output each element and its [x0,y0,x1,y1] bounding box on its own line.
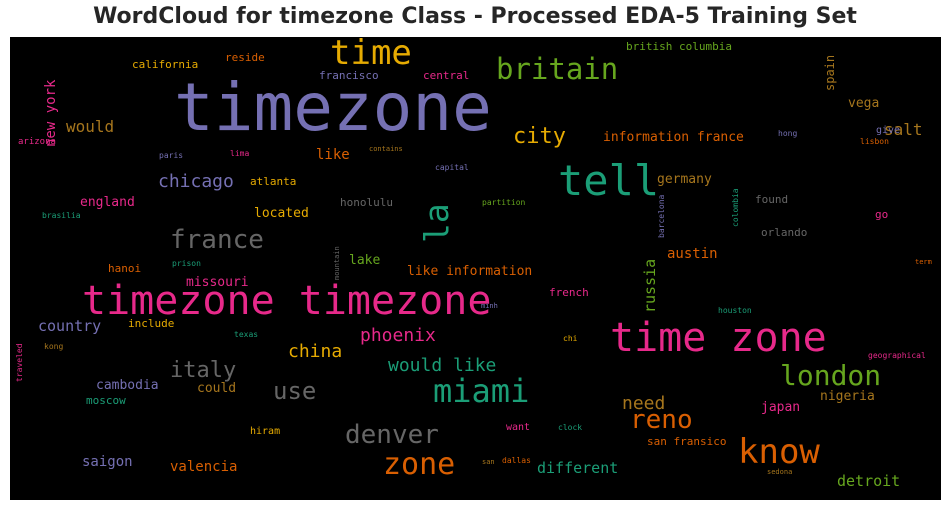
word-colombia: colombia [731,188,740,227]
word-clock: clock [558,423,583,432]
word-found: found [755,193,789,206]
word-use: use [273,377,317,405]
word-hiram: hiram [250,426,281,437]
word-term: term [915,258,932,266]
word-sedona: sedona [767,468,793,476]
word-timezone-timezone: timezone timezone [82,278,492,324]
word-cambodia: cambodia [96,378,159,393]
word-nigeria: nigeria [820,389,875,404]
word-zone: zone [383,447,456,482]
word-la: la [417,203,456,243]
word-houston: houston [718,306,752,315]
word-geographical: geographical [868,351,926,360]
word-san: san [482,458,495,466]
word-include: include [128,317,175,330]
word-hanoi: hanoi [108,262,142,275]
word-city: city [513,124,566,149]
word-central: central [423,69,470,82]
word-saigon: saigon [82,454,133,470]
word-partition: partition [482,198,526,207]
word-barcelona: barcelona [657,194,666,238]
word-want: want [506,422,531,433]
word-kong: kong [44,342,64,351]
word-could: could [197,381,237,396]
word-miami: miami [433,372,530,410]
word-england: england [80,195,135,210]
word-phoenix: phoenix [360,325,436,346]
word-texas: texas [234,330,259,339]
word-missouri: missouri [186,275,249,290]
word-mountain: mountain [333,246,341,280]
word-london: london [780,359,882,392]
wordcloud-canvas: timezone timezone timezone time zone tel… [10,37,941,500]
word-time-zone: time zone [610,315,827,361]
word-moscow: moscow [86,394,126,407]
word-give: give [876,125,901,136]
word-like: like [316,147,350,163]
word-russia: russia [641,258,659,313]
word-britain: britain [496,52,619,86]
word-france: france [170,225,264,255]
word-francisco: francisco [319,69,379,82]
word-detroit: detroit [837,472,901,490]
word-reside: reside [225,51,265,64]
word-like-information: like information [407,264,533,279]
word-dallas: dallas [502,456,531,465]
word-honolulu: honolulu [340,196,393,209]
word-prison: prison [172,259,201,268]
word-need: need [622,393,666,414]
word-denver: denver [345,420,439,450]
word-austin: austin [667,246,718,262]
word-brasilia: brasilia [42,211,81,220]
chart-title: WordCloud for timezone Class - Processed… [93,4,857,29]
word-paris: paris [159,151,184,160]
word-time: time [330,37,412,73]
word-british-columbia: british columbia [626,40,732,53]
word-china: china [288,341,343,362]
word-reno: reno [630,405,693,435]
word-spain: spain [823,54,837,91]
word-different: different [537,459,619,477]
word-lake: lake [349,253,381,268]
word-capital: capital [435,163,469,172]
word-salt: salt [884,120,923,139]
word-chicago: chicago [158,171,234,192]
word-go: go [875,208,889,221]
word-italy: italy [170,358,237,383]
word-know: know [738,432,820,472]
word-located: located [254,206,309,221]
word-hong: hong [778,129,798,138]
word-timezone: timezone [174,69,492,146]
word-san-fransico: san fransico [647,435,727,448]
word-would-like: would like [388,355,497,376]
word-lima: lima [230,149,250,158]
word-california: california [132,58,199,71]
word-would: would [66,117,115,136]
word-lisbon: lisbon [860,137,889,146]
word-minh: minh [481,302,498,310]
word-traveled: traveled [15,343,24,382]
word-french: french [549,286,589,299]
word-country: country [38,317,102,335]
word-chi: chi [563,334,578,343]
word-valencia: valencia [170,459,238,475]
word-japan: japan [761,400,801,415]
word-vega: vega [848,96,880,111]
word-information-france: information france [603,130,744,145]
word-arizona: arizona [18,137,56,147]
word-contains: contains [369,145,403,153]
word-atlanta: atlanta [250,175,297,188]
word-tell: tell [558,156,660,205]
word-germany: germany [657,172,712,187]
word-orlando: orlando [761,226,808,239]
